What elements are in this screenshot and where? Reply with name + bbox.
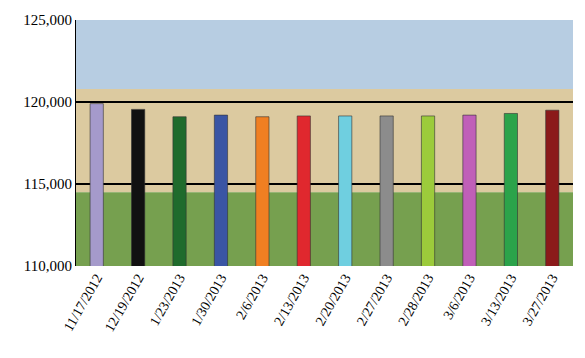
svg-text:2/27/2013: 2/27/2013 (354, 272, 395, 329)
svg-text:2/20/2013: 2/20/2013 (312, 272, 353, 329)
svg-text:120,000: 120,000 (23, 94, 72, 110)
svg-text:2/28/2013: 2/28/2013 (395, 272, 436, 329)
svg-text:3/6/2013: 3/6/2013 (440, 272, 478, 323)
svg-text:12/19/2012: 12/19/2012 (102, 272, 147, 335)
svg-text:2/6/2013: 2/6/2013 (233, 272, 271, 323)
svg-text:3/27/2013: 3/27/2013 (520, 272, 561, 329)
svg-text:125,000: 125,000 (23, 12, 72, 28)
svg-text:2/13/2013: 2/13/2013 (271, 272, 312, 329)
svg-text:3/13/2013: 3/13/2013 (478, 272, 519, 329)
svg-text:115,000: 115,000 (24, 176, 72, 192)
svg-text:1/23/2013: 1/23/2013 (147, 272, 188, 329)
svg-text:110,000: 110,000 (24, 258, 72, 274)
svg-text:11/17/2012: 11/17/2012 (61, 272, 106, 334)
svg-text:1/30/2013: 1/30/2013 (188, 272, 229, 329)
